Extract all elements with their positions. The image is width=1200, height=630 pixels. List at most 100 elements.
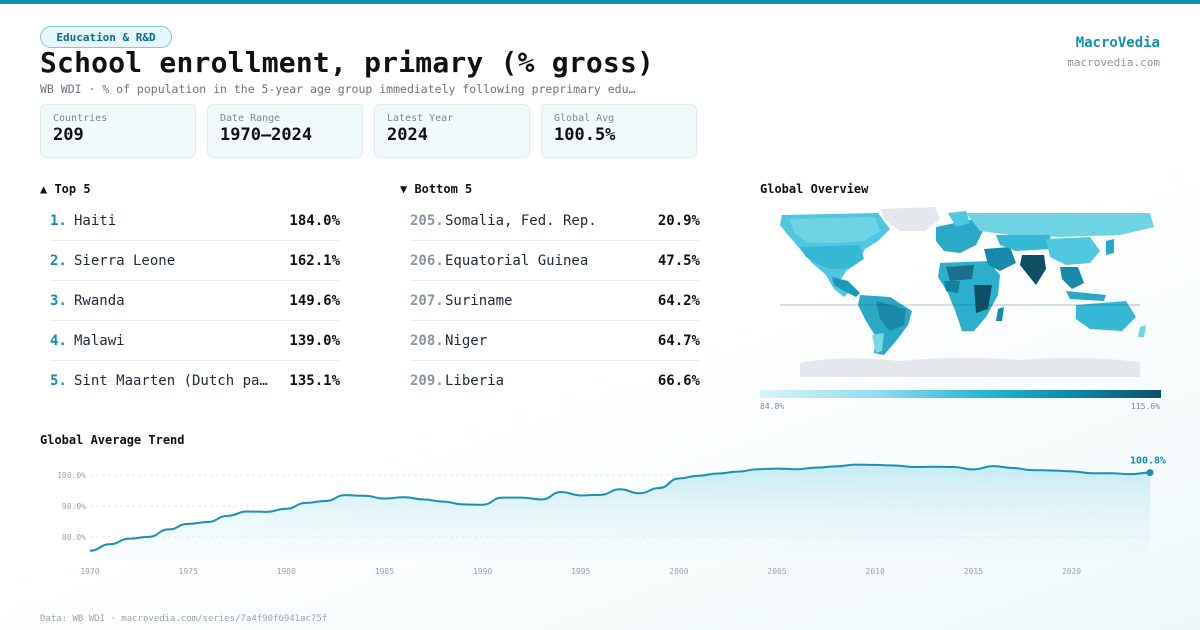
map-region-russia — [966, 213, 1154, 237]
page-title: School enrollment, primary (% gross) — [40, 46, 655, 79]
country-name: Liberia — [445, 373, 505, 389]
trend-end-point — [1146, 469, 1154, 477]
page-subtitle: WB WDI · % of population in the 5-year a… — [40, 82, 636, 96]
list-item[interactable]: 2. Sierra Leone 162.1% — [50, 241, 340, 281]
category-badge[interactable]: Education & R&D — [40, 26, 172, 48]
map-region-west-africa — [944, 281, 960, 293]
map-region-china — [1046, 237, 1100, 265]
x-tick-label: 2015 — [964, 567, 983, 576]
rank-number: 5. — [50, 373, 67, 389]
country-name: Equatorial Guinea — [445, 252, 589, 269]
rank-number: 4. — [50, 332, 67, 349]
list-item[interactable]: 208. Niger 64.7% — [410, 321, 700, 361]
map-region-east-africa — [974, 285, 992, 313]
rank-number: 206. — [410, 252, 444, 269]
country-name: Somalia, Fed. Rep. — [445, 212, 597, 229]
stat-value: 2024 — [387, 125, 428, 145]
country-name: Sint Maarten (Dutch pa… — [74, 373, 268, 389]
trend-area — [90, 464, 1150, 560]
brand-domain[interactable]: macrovedia.com — [1067, 56, 1160, 69]
rank-number: 3. — [50, 292, 67, 309]
top-accent-bar — [0, 0, 1200, 4]
map-legend-max: 115.6% — [1131, 402, 1160, 411]
map-region-greenland — [880, 207, 940, 231]
country-value: 47.5% — [657, 252, 700, 269]
map-region-southeast-asia — [1060, 267, 1084, 289]
country-value: 20.9% — [657, 212, 700, 229]
list-item[interactable]: 4. Malawi 139.0% — [50, 321, 340, 361]
list-item[interactable]: 1. Haiti 184.0% — [50, 201, 340, 241]
map-region-sahel — [946, 265, 974, 281]
stat-card-date-range: Date Range 1970–2024 — [207, 104, 363, 158]
y-tick-label: 100.0% — [57, 471, 86, 480]
rank-number: 209. — [410, 373, 444, 389]
rank-number: 205. — [410, 212, 444, 229]
stat-label: Global Avg — [554, 113, 615, 124]
map-region-usa — [800, 245, 864, 269]
map-region-australia — [1076, 301, 1136, 331]
brand-logo[interactable]: MacroVedia — [1075, 35, 1160, 51]
country-name: Niger — [445, 332, 488, 349]
footer-source[interactable]: Data: WB WDI · macrovedia.com/series/7a4… — [40, 614, 328, 624]
map-region-scandinavia — [948, 211, 970, 227]
stat-label: Latest Year — [387, 113, 454, 124]
stat-value: 209 — [53, 125, 84, 145]
stat-card-countries: Countries 209 — [40, 104, 196, 158]
trend-chart[interactable]: 80.0% 90.0% 100.0% 1970 1975 1980 1985 1990 199… — [0, 450, 1200, 580]
map-region-central-america — [832, 277, 860, 297]
trend-end-label: 100.8% — [1130, 456, 1166, 467]
x-tick-label: 2005 — [767, 567, 786, 576]
map-region-middle-east — [984, 247, 1016, 271]
x-tick-label: 2010 — [866, 567, 885, 576]
stat-card-global-avg: Global Avg 100.5% — [541, 104, 697, 158]
stat-value: 1970–2024 — [220, 125, 313, 145]
top5-title: ▲ Top 5 — [40, 182, 91, 196]
country-value: 66.6% — [657, 373, 700, 389]
map-region-new-zealand — [1138, 325, 1146, 337]
country-name: Malawi — [74, 332, 125, 349]
list-item[interactable]: 209. Liberia 66.6% — [410, 361, 700, 401]
map-region-indonesia — [1066, 291, 1106, 301]
list-item[interactable]: 5. Sint Maarten (Dutch pa… 135.1% — [50, 361, 340, 401]
rank-number: 208. — [410, 332, 444, 349]
x-tick-label: 1975 — [179, 567, 198, 576]
trend-line — [89, 463, 1151, 552]
stat-value: 100.5% — [554, 125, 616, 145]
map-region-canada — [790, 217, 880, 243]
list-item[interactable]: 207. Suriname 64.2% — [410, 281, 700, 321]
map-region-brazil — [876, 301, 906, 331]
x-tick-label: 1985 — [375, 567, 394, 576]
bottom5-title: ▼ Bottom 5 — [400, 182, 473, 196]
trend-title: Global Average Trend — [40, 433, 185, 447]
country-value: 139.0% — [289, 332, 340, 349]
country-value: 64.7% — [657, 332, 700, 349]
map-region-india — [1020, 255, 1046, 285]
x-tick-label: 1995 — [571, 567, 590, 576]
country-name: Sierra Leone — [74, 252, 176, 269]
y-tick-label: 80.0% — [62, 533, 86, 542]
rank-number: 207. — [410, 292, 444, 309]
list-item[interactable]: 205. Somalia, Fed. Rep. 20.9% — [410, 201, 700, 241]
x-tick-label: 1970 — [80, 567, 99, 576]
stat-label: Countries — [53, 113, 108, 124]
map-region-japan — [1106, 239, 1114, 255]
country-name: Suriname — [445, 292, 513, 309]
x-tick-label: 1990 — [473, 567, 492, 576]
list-item[interactable]: 206. Equatorial Guinea 47.5% — [410, 241, 700, 281]
stat-label: Date Range — [220, 113, 281, 124]
world-map-svg — [780, 207, 1154, 377]
country-name: Rwanda — [74, 292, 125, 309]
bottom5-list: 205. Somalia, Fed. Rep. 20.9% 206. Equat… — [410, 201, 700, 401]
country-value: 64.2% — [657, 292, 700, 309]
top5-list: 1. Haiti 184.0% 2. Sierra Leone 162.1% 3… — [50, 201, 340, 401]
list-item[interactable]: 3. Rwanda 149.6% — [50, 281, 340, 321]
rank-number: 2. — [50, 252, 67, 269]
x-tick-label: 2020 — [1062, 567, 1081, 576]
world-map[interactable] — [760, 205, 1161, 380]
country-value: 184.0% — [289, 212, 340, 229]
map-region-europe — [936, 219, 984, 253]
map-region-central-asia — [996, 235, 1052, 251]
x-tick-label: 2000 — [669, 567, 688, 576]
country-name: Haiti — [74, 212, 117, 229]
map-legend-gradient — [760, 390, 1161, 398]
